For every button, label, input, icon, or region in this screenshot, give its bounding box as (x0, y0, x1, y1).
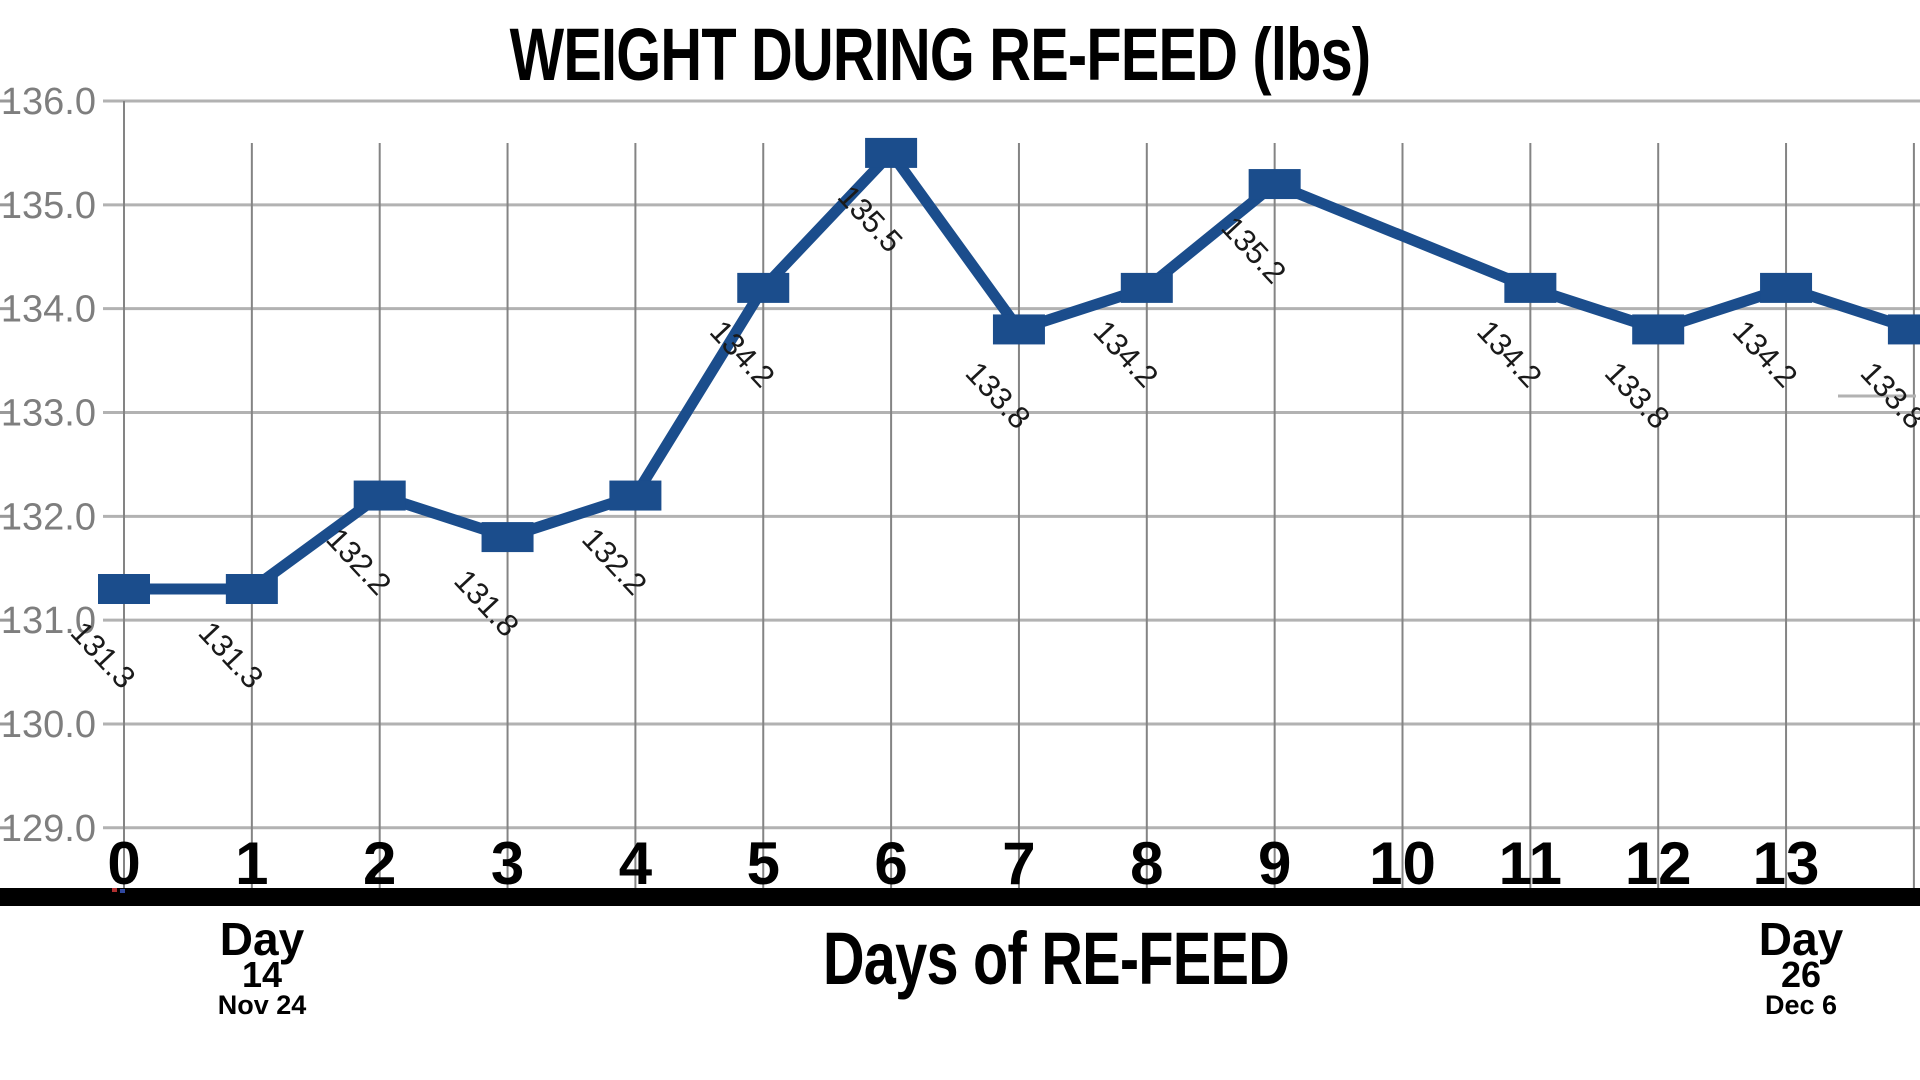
y-axis-tick (0, 307, 13, 311)
x-axis-label: 12 (1625, 830, 1692, 897)
annotation-day-word: Day (1758, 913, 1844, 965)
data-point-marker (225, 574, 278, 605)
x-axis-label: 1 (235, 830, 268, 897)
y-axis-tick (0, 514, 13, 518)
x-axis-label: 11 (1499, 830, 1562, 897)
artifact-dot-blue (120, 889, 125, 893)
annotation-day-26: Day 26 Dec 6 (1759, 916, 1843, 1019)
data-point-label: 131.3 (192, 615, 271, 696)
y-axis-label: 136.0 (1, 81, 96, 123)
y-axis-label: 134.0 (1, 289, 96, 331)
y-axis-tick (0, 99, 13, 103)
y-axis-tick (0, 410, 13, 414)
data-point-marker (865, 137, 918, 168)
y-axis-tick (0, 203, 13, 207)
chart-title: WEIGHT DURING RE-FEED (lbs) (509, 13, 1372, 96)
y-axis-tick (0, 618, 13, 622)
x-axis-label: 7 (1002, 830, 1035, 897)
data-point-label: 134.2 (1726, 314, 1805, 395)
x-axis-label: 3 (491, 830, 524, 897)
annotation-day-number: 14 (241, 954, 283, 995)
data-point-label: 131.3 (64, 615, 143, 696)
data-point-label: 132.2 (320, 521, 399, 602)
x-axis-title: Days of RE-FEED (822, 917, 1290, 1000)
data-point-marker (1632, 314, 1685, 345)
data-point-marker (992, 314, 1045, 345)
data-point-marker (1887, 314, 1920, 345)
annotation-day-number: 26 (1780, 954, 1822, 995)
x-axis-label: 13 (1753, 830, 1820, 897)
data-point-marker (481, 522, 534, 553)
x-axis-label: 5 (747, 830, 780, 897)
x-axis-bar (0, 888, 1920, 906)
annotation-date: Nov 24 (217, 990, 307, 1020)
x-axis-label: 10 (1369, 830, 1436, 897)
x-axis-label: 4 (619, 830, 653, 897)
y-axis-label: 132.0 (1, 496, 96, 538)
data-point-label: 135.5 (831, 179, 910, 260)
x-axis-label: 8 (1130, 830, 1163, 897)
y-axis-label: 131.0 (1, 600, 96, 642)
annotation-day-14: Day 14 Nov 24 (218, 916, 307, 1019)
annotation-date: Dec 6 (1764, 990, 1838, 1020)
data-point-marker (353, 480, 406, 511)
data-point-marker (1760, 272, 1813, 303)
x-axis-label: 6 (874, 830, 907, 897)
y-axis-label: 135.0 (1, 185, 96, 227)
x-axis-label: 0 (107, 830, 140, 897)
x-axis-label: 2 (363, 830, 396, 897)
data-point-marker (737, 272, 790, 303)
data-point-marker (609, 480, 662, 511)
data-point-marker (1504, 272, 1557, 303)
data-point-label: 134.2 (1470, 314, 1549, 395)
annotation-day-word: Day (219, 913, 305, 965)
y-axis-tick (0, 826, 13, 830)
data-point-label: 133.8 (1598, 355, 1677, 436)
data-point-marker (98, 574, 150, 605)
data-point-marker (1120, 272, 1173, 303)
artifact-dot-red (112, 888, 117, 892)
y-axis-label: 130.0 (1, 704, 96, 746)
data-point-marker (1248, 169, 1301, 200)
data-point-label: 135.2 (1215, 210, 1294, 291)
data-point-label: 134.2 (1087, 314, 1166, 395)
y-axis-label: 129.0 (1, 808, 96, 850)
y-axis-label: 133.0 (1, 392, 96, 434)
data-point-label: 133.8 (959, 355, 1038, 436)
data-point-label: 131.8 (447, 563, 526, 644)
x-axis-label: 9 (1258, 830, 1291, 897)
data-point-label: 132.2 (575, 521, 654, 602)
y-axis-tick (0, 722, 13, 726)
